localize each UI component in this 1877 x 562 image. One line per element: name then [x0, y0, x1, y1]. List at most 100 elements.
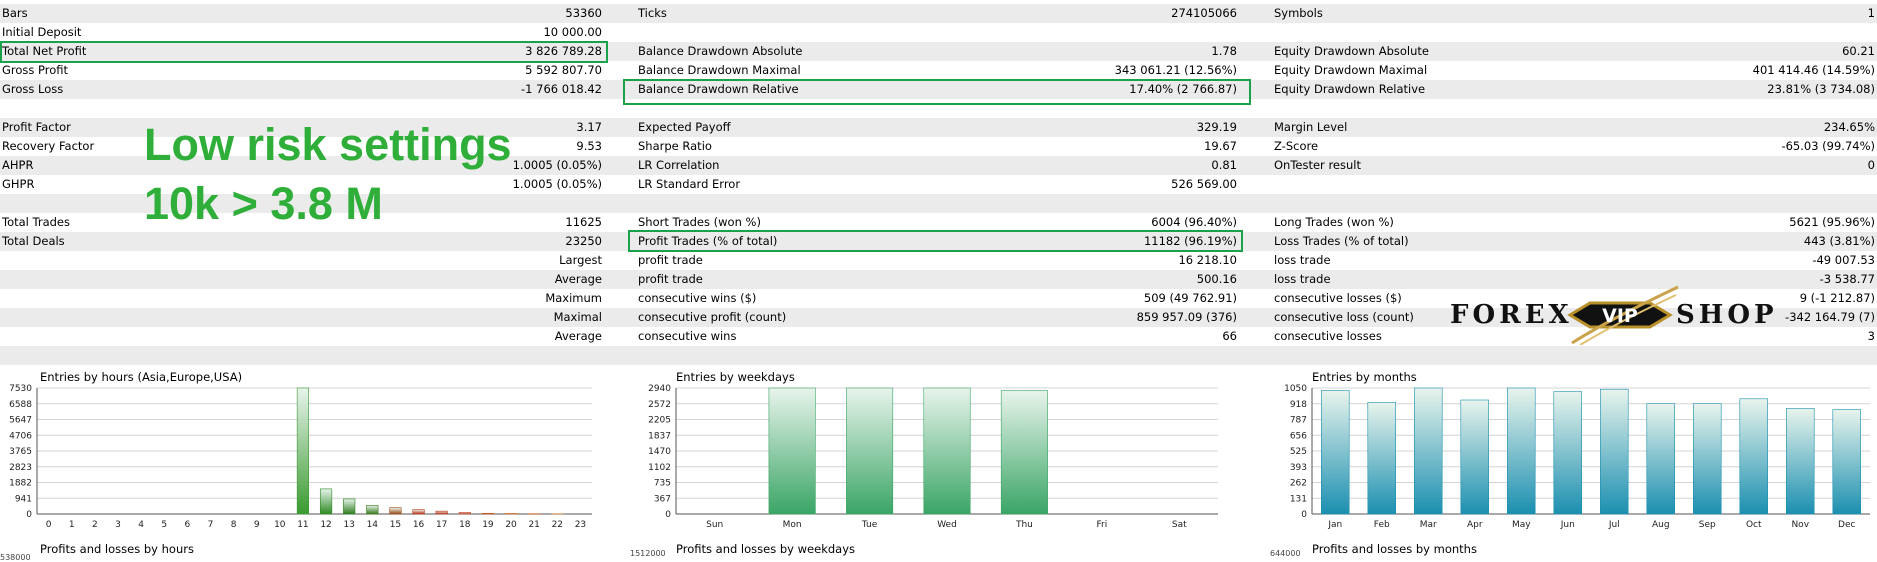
x-tick-label: 2 [92, 520, 98, 530]
x-tick-label: Jan [1327, 520, 1342, 530]
x-tick-label: 15 [390, 520, 401, 530]
row-3-value-1: 5 592 807.70 [350, 61, 602, 80]
row-10-label-3 [1274, 194, 1574, 213]
x-tick-label: 13 [343, 520, 354, 530]
row-6-value-2: 329.19 [940, 118, 1237, 137]
bar-Mon [769, 388, 815, 514]
chart-title-pl-months: Profits and losses by months [1312, 542, 1477, 556]
row-17-value-1 [350, 327, 602, 346]
row-2-value-2: 1.78 [940, 42, 1237, 61]
bar-17 [436, 511, 448, 514]
row-0-value-2: 274105066 [940, 4, 1237, 23]
bar-12 [320, 489, 332, 514]
row-5-label-1 [2, 99, 252, 118]
row-6-value-3: 234.65% [1577, 118, 1875, 137]
row-17-label-2: consecutive wins [638, 327, 938, 346]
x-tick-label: 22 [552, 520, 563, 530]
row-1-label-2 [638, 23, 938, 42]
y-tick-label: 2572 [648, 400, 671, 410]
row-13-value-2: 16 218.10 [940, 251, 1237, 270]
row-6-label-2: Expected Payoff [638, 118, 938, 137]
row-7-value-3: -65.03 (99.74%) [1577, 137, 1875, 156]
row-16-label-2: consecutive profit (count) [638, 308, 938, 327]
brand-right-text: SHOP [1676, 300, 1778, 330]
row-5-value-1 [350, 99, 602, 118]
row-10-value-2 [940, 194, 1237, 213]
x-tick-label: Thu [1015, 520, 1033, 530]
x-tick-label: 14 [367, 520, 379, 530]
row-4-value-3: 23.81% (3 734.08) [1577, 80, 1875, 99]
row-7-label-2: Sharpe Ratio [638, 137, 938, 156]
x-tick-label: 18 [459, 520, 471, 530]
row-2-value-1: 3 826 789.28 [350, 42, 602, 61]
x-tick-label: Jul [1608, 520, 1620, 530]
row-5-value-3 [1577, 99, 1875, 118]
x-tick-label: Tue [861, 520, 878, 530]
row-8-value-3: 0 [1577, 156, 1875, 175]
bar-Feb [1368, 402, 1396, 514]
row-2-label-3: Equity Drawdown Absolute [1274, 42, 1574, 61]
x-tick-label: Apr [1467, 520, 1483, 530]
x-tick-label: 9 [254, 520, 260, 530]
row-2-value-3: 60.21 [1577, 42, 1875, 61]
row-1-label-1: Initial Deposit [2, 23, 252, 42]
x-tick-label: 7 [208, 520, 214, 530]
bar-19 [482, 513, 494, 514]
row-12-label-3: Loss Trades (% of total) [1274, 232, 1574, 251]
bar-18 [459, 512, 471, 514]
row-9-label-2: LR Standard Error [638, 175, 938, 194]
y-tick-label: 787 [1290, 416, 1307, 426]
row-14-label-2: profit trade [638, 270, 938, 289]
x-tick-label: 12 [320, 520, 331, 530]
row-0-label-1: Bars [2, 4, 252, 23]
row-0-value-3: 1 [1577, 4, 1875, 23]
x-tick-label: Wed [937, 520, 957, 530]
row-15-value-1 [350, 289, 602, 308]
bar-Wed [924, 388, 970, 514]
row-0-label-3: Symbols [1274, 4, 1574, 23]
bar-Oct [1740, 399, 1768, 514]
y-tick-label: 3765 [9, 447, 32, 457]
x-tick-label: 21 [528, 520, 539, 530]
y-tick-label: 1470 [648, 447, 671, 457]
row-1-value-3 [1577, 23, 1875, 42]
y-tick-label: 262 [1290, 479, 1307, 489]
y-tick-label: 2940 [648, 384, 671, 394]
bar-15 [390, 508, 402, 514]
row-0-value-1: 53360 [350, 4, 602, 23]
x-tick-label: 8 [231, 520, 237, 530]
x-tick-label: Sat [1172, 520, 1187, 530]
y-tick-label: 367 [654, 494, 671, 504]
bar-Jul [1600, 389, 1628, 514]
row-2-label-1: Total Net Profit [2, 42, 252, 61]
y-tick-label: 656 [1290, 431, 1307, 441]
x-tick-label: Fri [1096, 520, 1107, 530]
y-tick-label: 0 [665, 510, 671, 520]
annotation-line-1: Low risk settings [144, 122, 512, 167]
row-11-value-3: 5621 (95.96%) [1577, 213, 1875, 232]
x-tick-label: 17 [436, 520, 447, 530]
row-13-value-1 [350, 251, 602, 270]
x-tick-label: 10 [274, 520, 286, 530]
bar-Nov [1786, 408, 1814, 514]
row-5-value-2 [940, 99, 1237, 118]
y-tick-label: 4706 [9, 431, 32, 441]
x-tick-label: Jun [1560, 520, 1575, 530]
row-5-label-3 [1274, 99, 1574, 118]
row-13-value-3: -49 007.53 [1577, 251, 1875, 270]
row-4-label-2: Balance Drawdown Relative [638, 80, 938, 99]
bar-Thu [1001, 391, 1047, 514]
row-7-label-3: Z-Score [1274, 137, 1574, 156]
x-tick-label: 1 [69, 520, 75, 530]
row-3-label-1: Gross Profit [2, 61, 252, 80]
row-8-label-3: OnTester result [1274, 156, 1574, 175]
row-12-label-1: Total Deals [2, 232, 252, 251]
row-12-value-1: 23250 [350, 232, 602, 251]
row-13-label-2: profit trade [638, 251, 938, 270]
row-9-value-1: 1.0005 (0.05%) [350, 175, 602, 194]
y-tick-label: 1050 [1284, 384, 1307, 394]
x-tick-label: Feb [1374, 520, 1390, 530]
bar-16 [413, 510, 425, 514]
